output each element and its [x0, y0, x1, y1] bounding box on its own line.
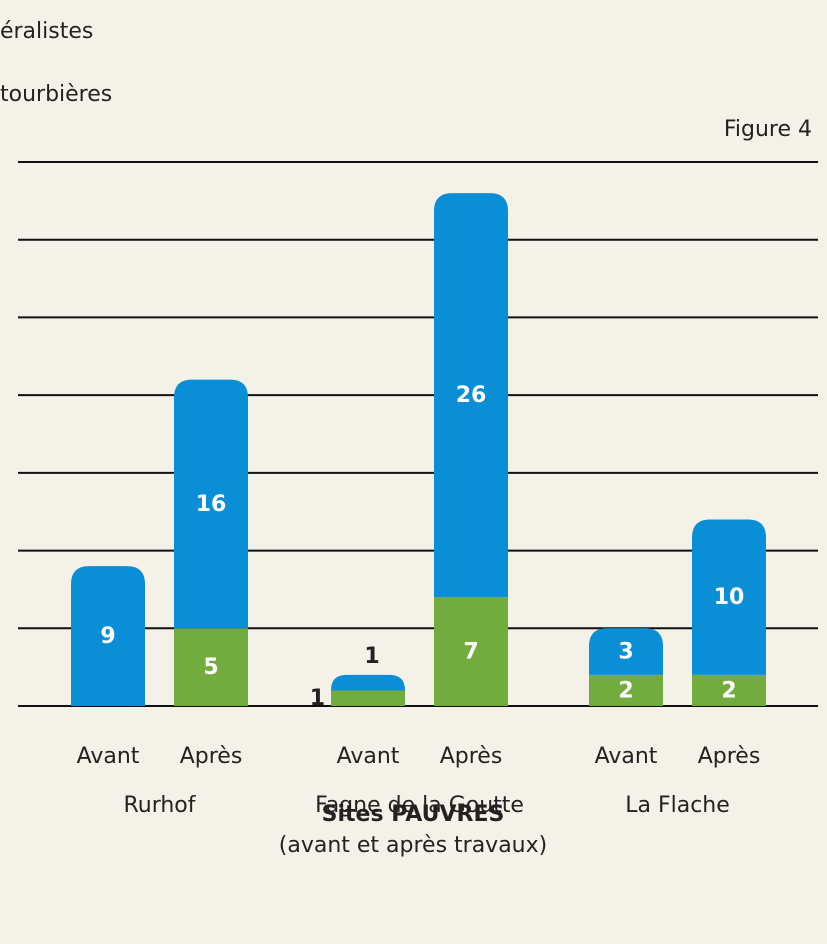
- x-tick-label: Avant: [595, 744, 658, 769]
- data-label: 1: [310, 686, 325, 711]
- data-label: 2: [721, 678, 736, 703]
- data-label: 9: [100, 624, 115, 649]
- bar-segment: [692, 674, 766, 706]
- data-label: 7: [463, 640, 478, 665]
- bar-segment: [434, 193, 508, 598]
- bar-segment: [331, 690, 405, 706]
- data-label: 2: [618, 678, 633, 703]
- bar-segment: [692, 519, 766, 675]
- chart-title: Figure 4: [724, 117, 812, 142]
- bar-segment: [589, 674, 663, 706]
- x-tick-label: Avant: [337, 744, 400, 769]
- x-tick-label: Après: [180, 744, 243, 769]
- group-label: La Flache: [625, 793, 730, 818]
- legend-entry: tourbières: [0, 82, 112, 107]
- data-label: 3: [618, 640, 633, 665]
- data-label: 26: [456, 383, 487, 408]
- x-tick-label: Après: [440, 744, 503, 769]
- data-label: 1: [364, 644, 379, 669]
- legend-entry: néralistes: [0, 19, 93, 44]
- bar-segment: [331, 674, 405, 691]
- chart-subtitle: Sites PAUVRES: [322, 802, 505, 827]
- bar-segment: [174, 379, 248, 629]
- bar-segment: [174, 628, 248, 706]
- x-tick-label: Avant: [77, 744, 140, 769]
- data-label: 10: [714, 585, 745, 610]
- x-tick-label: Après: [698, 744, 761, 769]
- data-label: 16: [196, 492, 227, 517]
- data-label: 5: [203, 655, 218, 680]
- bar-segment: [71, 566, 145, 706]
- bar-segment: [434, 597, 508, 706]
- chart-caption: (avant et après travaux): [279, 833, 547, 858]
- group-label: Fagne de la Goutte: [315, 793, 524, 818]
- bar-segment: [589, 628, 663, 675]
- group-label: Rurhof: [123, 793, 196, 818]
